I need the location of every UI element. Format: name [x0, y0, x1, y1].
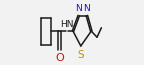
Text: HN: HN [60, 20, 73, 29]
Text: S: S [77, 50, 84, 60]
Text: O: O [55, 53, 64, 63]
Text: N: N [84, 4, 90, 13]
Text: N: N [75, 4, 82, 13]
